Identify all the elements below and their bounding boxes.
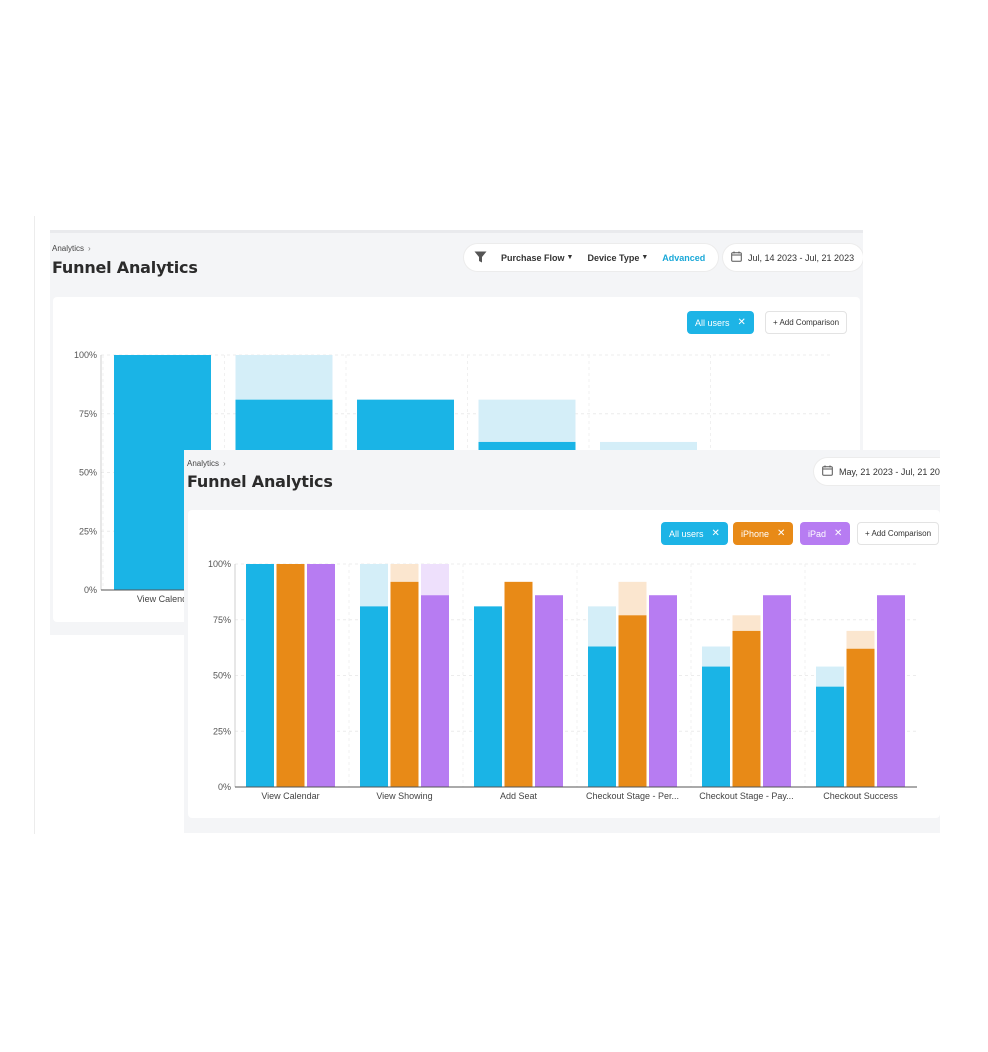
bar: [732, 630, 761, 787]
close-icon[interactable]: ✕: [777, 528, 786, 539]
date-range-picker[interactable]: Jul, 14 2023 - Jul, 21 2023: [723, 244, 863, 271]
filter-icon[interactable]: [474, 251, 487, 265]
close-icon[interactable]: ✕: [711, 528, 720, 539]
y-tick-label: 50%: [79, 468, 97, 478]
bar-dropoff: [846, 630, 875, 649]
calendar-icon: [822, 465, 833, 478]
bar: [649, 595, 677, 787]
bar: [474, 606, 502, 787]
advanced-link[interactable]: Advanced: [662, 252, 706, 263]
chip-label: iPad: [808, 528, 827, 539]
y-tick-label: 0%: [218, 782, 231, 792]
x-tick-label: View Calendar: [261, 791, 319, 801]
close-icon[interactable]: ✕: [834, 528, 843, 539]
breadcrumb: Analytics ›: [52, 244, 91, 253]
close-icon[interactable]: ✕: [737, 317, 746, 328]
date-range-picker[interactable]: May, 21 2023 - Jul, 21 2023: [814, 458, 940, 485]
bar-dropoff: [732, 615, 761, 631]
chevron-right-icon: ›: [223, 459, 226, 468]
breadcrumb: Analytics ›: [187, 459, 226, 468]
y-tick-label: 25%: [79, 526, 97, 536]
chip-label: iPhone: [741, 528, 770, 539]
date-range-text: Jul, 14 2023 - Jul, 21 2023: [748, 252, 855, 263]
bar: [276, 564, 305, 787]
chart-card: All users ✕ iPhone ✕ iPad ✕ + Add Compar…: [188, 510, 940, 818]
bar-dropoff: [600, 441, 697, 454]
y-tick-label: 25%: [213, 726, 231, 736]
bar-dropoff: [360, 564, 388, 607]
caret-down-icon: ▼: [641, 254, 649, 261]
bar: [360, 606, 388, 787]
filter-bar: Purchase Flow ▼ Device Type ▼ Advanced: [464, 244, 718, 271]
x-tick-label: View Calend: [137, 594, 187, 604]
bar: [421, 595, 449, 787]
segment-chip-all-users[interactable]: All users ✕: [687, 311, 754, 334]
chip-label: All users: [695, 317, 730, 328]
x-tick-label: View Showing: [376, 791, 432, 801]
bar-dropoff: [478, 399, 576, 442]
chevron-right-icon: ›: [88, 244, 91, 253]
bar: [763, 595, 791, 787]
y-tick-label: 100%: [208, 559, 231, 569]
bar: [846, 648, 875, 787]
segment-chip-ipad[interactable]: iPad ✕: [800, 522, 851, 545]
bar-dropoff: [618, 581, 647, 616]
bar: [816, 686, 844, 787]
background-divider: [34, 216, 35, 834]
x-tick-label: Checkout Stage - Pay...: [699, 791, 793, 801]
bar: [588, 646, 616, 787]
bar-dropoff: [588, 606, 616, 647]
x-tick-label: Add Seat: [500, 791, 538, 801]
y-tick-label: 100%: [74, 350, 97, 360]
purchase-flow-label: Purchase Flow: [501, 252, 565, 263]
device-type-label: Device Type: [587, 252, 640, 263]
caret-down-icon: ▼: [566, 254, 574, 261]
chip-label: All users: [669, 528, 704, 539]
x-tick-label: Checkout Success: [823, 791, 898, 801]
bar-dropoff: [702, 646, 730, 667]
bar: [618, 615, 647, 787]
segment-chip-iphone[interactable]: iPhone ✕: [733, 522, 794, 545]
y-tick-label: 75%: [213, 615, 231, 625]
y-tick-label: 50%: [213, 671, 231, 681]
device-type-dropdown[interactable]: Device Type ▼: [587, 253, 648, 263]
page-title: Funnel Analytics: [187, 472, 333, 491]
funnel-chart-front: 100% 75% 50% 25% 0% View Calendar View Showing…: [208, 559, 917, 801]
funnel-panel-front: Analytics › Funnel Analytics May, 21 202…: [184, 450, 940, 833]
y-tick-label: 75%: [79, 409, 97, 419]
add-comparison-button[interactable]: + Add Comparison: [857, 522, 940, 545]
bar: [246, 564, 274, 787]
bar: [390, 581, 419, 787]
bar: [535, 595, 563, 787]
date-range-text: May, 21 2023 - Jul, 21 2023: [839, 466, 940, 477]
x-tick-label: Checkout Stage - Per...: [586, 791, 679, 801]
breadcrumb-analytics[interactable]: Analytics: [52, 244, 85, 253]
calendar-icon: [731, 251, 742, 264]
purchase-flow-dropdown[interactable]: Purchase Flow ▼: [501, 253, 573, 263]
bar-dropoff: [390, 564, 419, 582]
add-comparison-button[interactable]: + Add Comparison: [765, 311, 848, 334]
bar: [307, 564, 335, 787]
bar-dropoff: [421, 564, 449, 596]
bar: [702, 666, 730, 787]
y-tick-label: 0%: [84, 585, 97, 595]
bar-dropoff: [816, 666, 844, 687]
breadcrumb-analytics[interactable]: Analytics: [187, 459, 220, 468]
page-title: Funnel Analytics: [52, 258, 198, 277]
bar: [877, 595, 905, 787]
segment-chip-all-users[interactable]: All users ✕: [661, 522, 728, 545]
bar-dropoff: [235, 355, 333, 400]
bar: [504, 581, 533, 787]
